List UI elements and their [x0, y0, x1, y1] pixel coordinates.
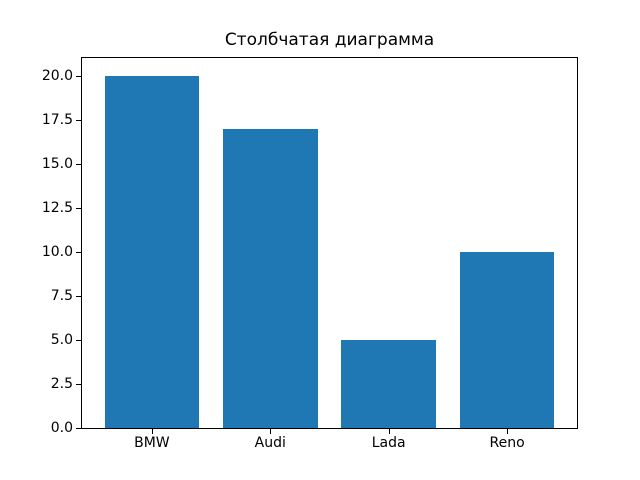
- chart-title: Столбчатая диаграмма: [224, 30, 435, 50]
- y-tick-label: 12.5: [41, 199, 73, 216]
- y-tick-label: 2.5: [50, 376, 73, 392]
- x-tick-mark: [388, 429, 390, 434]
- y-tick-label: 15.0: [41, 155, 73, 172]
- y-tick-mark: [76, 428, 81, 429]
- x-tick-label-bmw: BMW: [134, 435, 170, 451]
- y-tick-label: 20.0: [41, 67, 73, 84]
- y-tick-mark: [76, 384, 81, 385]
- y-tick-mark: [76, 207, 81, 209]
- y-tick-mark: [76, 339, 81, 341]
- x-tick-label-audi: Audi: [254, 435, 286, 451]
- x-tick-mark: [270, 429, 272, 434]
- x-tick-mark: [151, 429, 153, 434]
- y-tick-label: 7.5: [50, 287, 73, 304]
- bar-audi: [222, 128, 318, 428]
- y-tick-mark: [76, 251, 81, 253]
- y-tick-mark: [76, 163, 81, 165]
- bar-bmw: [104, 75, 200, 428]
- y-tick-mark: [76, 75, 81, 77]
- y-tick-mark: [76, 119, 81, 121]
- x-tick-label-lada: Lada: [371, 435, 406, 451]
- y-tick-label: 5.0: [50, 331, 73, 348]
- bar-lada: [341, 339, 436, 428]
- plot-area: [81, 57, 578, 429]
- x-tick-label-reno: Reno: [489, 435, 525, 451]
- x-tick-mark: [507, 429, 509, 434]
- y-tick-mark: [76, 295, 81, 297]
- y-tick-label: 0.0: [50, 420, 73, 436]
- y-tick-label: 17.5: [41, 111, 73, 128]
- bar-reno: [459, 251, 555, 428]
- y-tick-label: 10.0: [41, 243, 73, 260]
